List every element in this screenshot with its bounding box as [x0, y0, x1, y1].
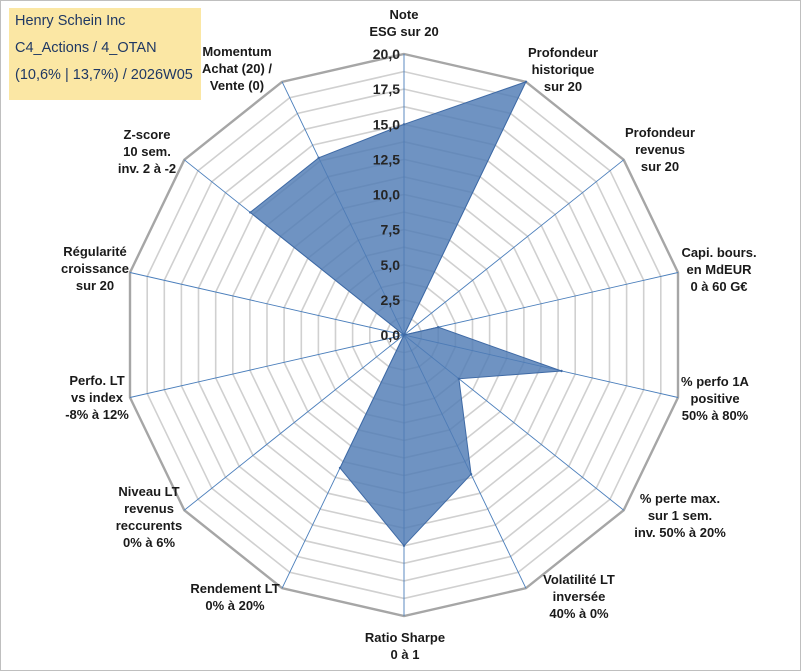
tick-label: 5,0 [381, 257, 401, 273]
axis-label: Z-score [124, 127, 171, 142]
axis-label: revenus [124, 501, 174, 516]
axis-label: positive [690, 391, 739, 406]
axis-label: sur 20 [641, 159, 679, 174]
axis-label: Rendement LT [190, 581, 279, 596]
data-point [437, 326, 440, 329]
axis-label: 0 à 1 [391, 647, 420, 662]
axis-label: % perte max. [640, 491, 720, 506]
tick-label: 10,0 [373, 187, 400, 203]
axis-label: Momentum [202, 44, 271, 59]
data-point [560, 369, 563, 373]
series-area [249, 80, 562, 547]
axis-label: 10 sem. [123, 144, 171, 159]
title-category: C4_Actions / 4_OTAN [15, 40, 157, 56]
axis-label: Profondeur [528, 45, 598, 60]
data-point [469, 473, 473, 476]
data-point [317, 156, 320, 159]
tick-layer: 0,0 2,5 5,0 7,5 10,0 12,5 15,0 17,5 20,0 [373, 46, 400, 343]
series-layer [249, 80, 563, 547]
axis-label: sur 1 sem. [648, 508, 712, 523]
axis-label: 40% à 0% [549, 606, 609, 621]
axis-spoke [403, 159, 624, 336]
axis-label: en MdEUR [687, 262, 753, 277]
axis-label: sur 20 [544, 79, 582, 94]
axis-label: Vente (0) [210, 78, 264, 93]
axis-label: Régularité [63, 244, 127, 259]
axis-label: Profondeur [625, 125, 695, 140]
title-box: Henry Schein Inc C4_Actions / 4_OTAN (10… [9, 8, 201, 100]
data-point [402, 123, 406, 126]
axis-label: inversée [553, 589, 606, 604]
axis-label: Ratio Sharpe [365, 630, 445, 645]
axis-label: Niveau LT [118, 484, 179, 499]
tick-label: 15,0 [373, 116, 400, 132]
title-stats: (10,6% | 13,7%) / 2026W05 [15, 67, 193, 83]
data-point [338, 466, 342, 470]
data-point [249, 211, 252, 214]
tick-label: 0,0 [381, 327, 401, 343]
axis-label: Note [390, 7, 419, 22]
axis-label: 50% à 80% [682, 408, 749, 423]
axis-label: 0% à 6% [123, 535, 175, 550]
axis-label: 0 à 60 G€ [690, 279, 747, 294]
axis-spoke [403, 272, 679, 336]
data-point [524, 80, 528, 84]
axis-spoke [129, 272, 405, 336]
axis-label: sur 20 [76, 278, 114, 293]
title-company: Henry Schein Inc [15, 13, 126, 29]
axis-label: Perfo. LT [69, 373, 124, 388]
tick-label: 17,5 [373, 81, 400, 97]
label-layer: Note ESG sur 20 Profondeur historique sur 20… [61, 7, 757, 662]
axis-label: historique [532, 62, 595, 77]
axis-spoke [129, 334, 405, 398]
tick-label: 2,5 [381, 292, 401, 308]
data-point [402, 544, 406, 547]
axis-label: Volatilité LT [543, 572, 615, 587]
axis-label: Capi. bours. [681, 245, 756, 260]
tick-label: 20,0 [373, 46, 400, 62]
axis-label: inv. 2 à -2 [118, 161, 176, 176]
data-point [457, 377, 461, 380]
axis-label: croissance [61, 261, 129, 276]
axis-spoke [184, 334, 405, 511]
axis-label: inv. 50% à 20% [634, 525, 726, 540]
axis-label: ESG sur 20 [369, 24, 438, 39]
axis-label: vs index [71, 390, 124, 405]
axis-label: Achat (20) / [202, 61, 272, 76]
axis-label: reccurents [116, 518, 182, 533]
axis-label: -8% à 12% [65, 407, 129, 422]
data-point [402, 333, 406, 337]
axis-label: revenus [635, 142, 685, 157]
tick-label: 7,5 [381, 222, 401, 238]
axis-label: 0% à 20% [205, 598, 265, 613]
tick-label: 12,5 [373, 151, 400, 167]
axis-label: % perfo 1A [681, 374, 750, 389]
